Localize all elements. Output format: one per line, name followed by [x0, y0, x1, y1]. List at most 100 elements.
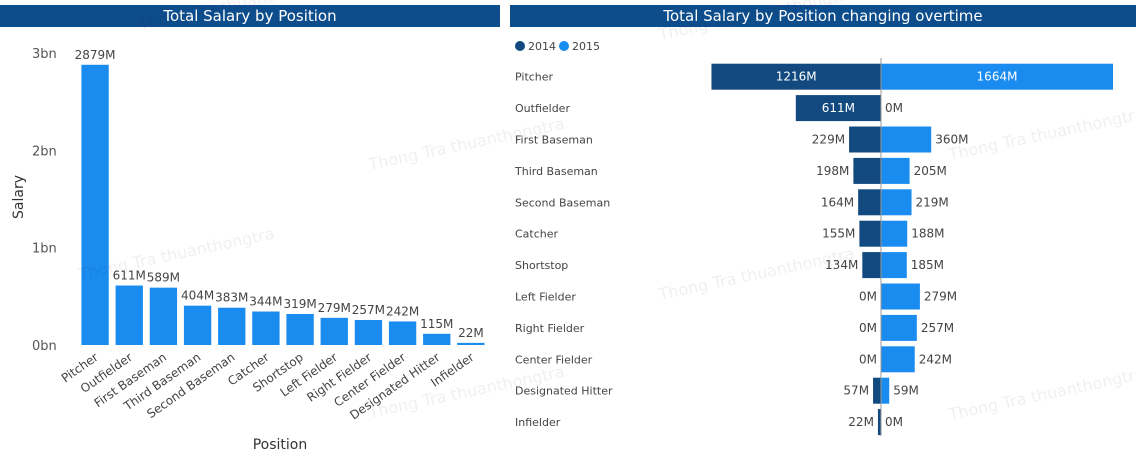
bar: [218, 307, 246, 345]
category-label: Left Fielder: [515, 291, 576, 304]
legend-label-2015: 2015: [572, 40, 600, 53]
data-label-2014: 164M: [821, 195, 854, 209]
data-label-2015: 0M: [885, 415, 903, 429]
bar-2014: [873, 377, 881, 404]
category-label: First Baseman: [515, 134, 593, 147]
data-label-2014: 22M: [848, 415, 874, 429]
data-label-2014: 198M: [816, 164, 849, 178]
data-label: 279M: [318, 301, 351, 315]
bar-2015: [881, 314, 917, 341]
legend-marker-2014: [515, 41, 525, 51]
data-label-2015: 205M: [914, 164, 947, 178]
category-label: Shortstop: [515, 259, 568, 272]
category-label: Right Fielder: [515, 322, 585, 335]
bar: [457, 342, 485, 345]
bar: [388, 321, 417, 345]
bar: [286, 313, 314, 345]
right-diverging-chart: 2014 2015 Pitcher 1216M 1664M Outfielder 611M 0…: [514, 0, 1136, 436]
bar-2015: [881, 252, 907, 279]
bar-2014: [849, 126, 881, 153]
watermark-text: Thong Tra thuanthongtra: [656, 0, 856, 44]
right-chart-title: Total Salary by Position changing overti…: [510, 5, 1136, 27]
data-label: 22M: [458, 326, 484, 340]
bar-2014: [862, 252, 881, 279]
bar: [354, 319, 383, 345]
data-label-2015: 219M: [916, 195, 949, 209]
y-tick-label: 0bn: [32, 339, 57, 354]
y-axis-label: Salary: [11, 175, 27, 219]
left-bar-chart: 0bn 1bn 2bn 3bn Salary Position 2879M Pitcher 61…: [11, 0, 566, 453]
y-tick-label: 1bn: [32, 242, 57, 257]
left-chart-title: Total Salary by Position: [0, 5, 500, 27]
bar-2015: [881, 189, 912, 216]
data-label-2015: 242M: [919, 352, 952, 366]
category-label: Center Fielder: [515, 353, 593, 366]
category-label: Designated Hitter: [515, 385, 613, 398]
data-label-2015: 279M: [924, 290, 957, 304]
bar-2015: [881, 126, 932, 153]
data-label: 319M: [283, 297, 316, 311]
data-label: 383M: [215, 291, 248, 305]
bar-2014: [877, 409, 881, 436]
bar-2014: [853, 157, 881, 184]
bar-2015: [881, 157, 910, 184]
category-label: Outfielder: [515, 102, 570, 115]
data-label-2015: 185M: [911, 258, 944, 272]
data-label-2014: 0M: [859, 290, 877, 304]
bar-2015: [881, 220, 908, 247]
data-label: 242M: [386, 304, 419, 318]
bar-2014: [711, 63, 881, 90]
bar: [423, 333, 451, 345]
data-label: 257M: [352, 303, 385, 317]
bar: [252, 311, 280, 345]
bar: [115, 285, 143, 345]
data-label-2014: 229M: [812, 133, 845, 147]
bar: [149, 287, 178, 345]
bar-2014: [795, 95, 881, 122]
y-tick-label: 2bn: [32, 144, 57, 159]
x-axis-label: Position: [253, 437, 308, 453]
data-label-2015: 1664M: [977, 70, 1018, 84]
data-label-2014: 611M: [822, 101, 855, 115]
data-label-2014: 1216M: [776, 70, 817, 84]
data-label: 344M: [249, 295, 282, 309]
legend-marker-2015: [559, 41, 569, 51]
watermark-text: Thong Tra thuanthongtra: [946, 104, 1136, 164]
data-label: 2879M: [75, 48, 116, 62]
category-label: Third Baseman: [514, 165, 598, 178]
bar-2015: [881, 283, 920, 310]
data-label-2015: 0M: [885, 101, 903, 115]
bar-2015: [881, 346, 915, 373]
data-label: 589M: [147, 271, 180, 285]
data-label-2014: 0M: [859, 321, 877, 335]
bar-2015: [881, 63, 1113, 90]
data-label: 404M: [181, 289, 214, 303]
bar: [320, 317, 348, 345]
right-chart-panel: Total Salary by Position changing overti…: [510, 0, 1136, 467]
bar-2014: [859, 220, 881, 247]
watermark-text: Thong Tra thuanthongtra: [656, 244, 856, 304]
data-label-2014: 134M: [825, 258, 858, 272]
data-label-2014: 155M: [822, 227, 855, 241]
data-label: 115M: [420, 317, 453, 331]
y-tick-label: 3bn: [32, 47, 57, 62]
left-chart-panel: Total Salary by Position 0bn 1bn 2bn 3bn Sal…: [0, 0, 566, 467]
category-label: Catcher: [515, 228, 559, 241]
bar: [183, 305, 212, 345]
data-label-2015: 257M: [921, 321, 954, 335]
category-label: Second Baseman: [515, 196, 610, 209]
category-label: Infielder: [515, 416, 561, 429]
data-label-2014: 57M: [843, 384, 869, 398]
data-label-2015: 188M: [911, 227, 944, 241]
category-label: Pitcher: [515, 71, 554, 84]
data-label-2015: 360M: [935, 133, 968, 147]
data-label: 611M: [113, 269, 146, 283]
data-label-2015: 59M: [893, 384, 919, 398]
watermark-text: Thong Tra thuanthongtra: [946, 364, 1136, 424]
bar-2015: [881, 377, 890, 404]
bar-2014: [858, 189, 881, 216]
bar: [81, 64, 109, 345]
data-label-2014: 0M: [859, 352, 877, 366]
legend-label-2014: 2014: [528, 40, 556, 53]
watermark-text: Thong Tra thuanthongtra: [136, 0, 336, 34]
